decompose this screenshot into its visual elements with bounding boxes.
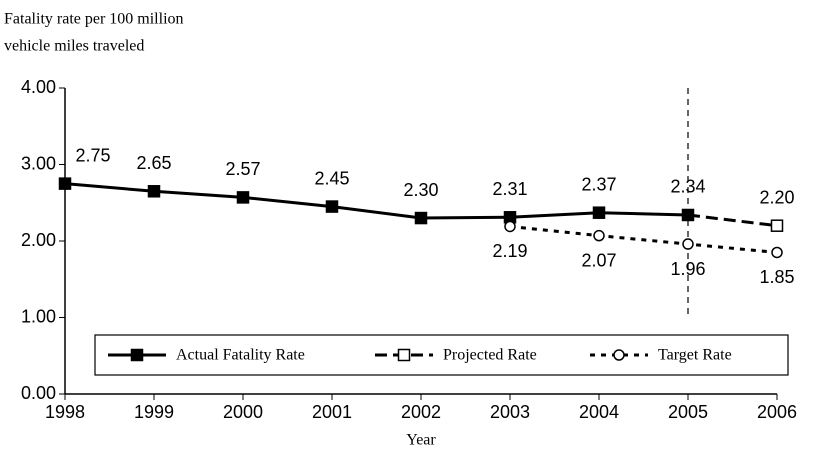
x-axis-label: Year (406, 432, 436, 449)
data-point (58, 177, 72, 190)
data-label: 2.45 (314, 168, 349, 188)
y-axis-label: vehicle miles traveled (4, 38, 144, 55)
y-axis-label: Fatality rate per 100 million (4, 11, 184, 28)
data-point (414, 211, 428, 225)
data-label: 2.37 (581, 174, 616, 194)
x-tick-label: 2005 (668, 402, 708, 422)
data-label: 2.75 (75, 145, 110, 165)
legend-marker (130, 348, 144, 362)
x-tick-label: 2003 (490, 402, 530, 422)
y-tick-label: 2.00 (21, 230, 56, 250)
data-label: 2.65 (136, 153, 171, 173)
legend-label: Projected Rate (443, 347, 537, 364)
legend-marker (397, 348, 411, 362)
x-tick-label: 1999 (134, 402, 174, 422)
data-label: 2.31 (492, 179, 527, 199)
x-tick-label: 2006 (757, 402, 797, 422)
x-tick-label: 2004 (579, 402, 619, 422)
x-tick-label: 2000 (223, 402, 263, 422)
legend-marker (613, 349, 625, 361)
data-point (147, 185, 161, 198)
data-point (770, 219, 784, 232)
series-line (64, 182, 689, 220)
x-tick-label: 2002 (401, 402, 441, 422)
y-tick-label: 1.00 (21, 306, 56, 326)
x-tick-label: 1998 (45, 402, 85, 422)
legend-box (94, 334, 789, 376)
data-point (771, 246, 783, 259)
data-point (592, 206, 606, 219)
data-label: 2.57 (225, 159, 260, 179)
data-label: 2.19 (492, 241, 527, 261)
data-label: 2.07 (581, 250, 616, 270)
y-tick-label: 3.00 (21, 153, 56, 173)
x-tick-label: 2001 (312, 402, 352, 422)
legend-label: Target Rate (658, 347, 732, 364)
data-label: 2.34 (670, 177, 705, 197)
y-tick-label: 0.00 (21, 383, 56, 403)
data-point (504, 220, 516, 233)
data-label: 1.96 (670, 259, 705, 279)
data-point (593, 229, 605, 242)
series-line (509, 224, 778, 254)
data-point (682, 238, 694, 250)
legend-label: Actual Fatality Rate (176, 347, 305, 364)
data-label: 1.85 (759, 267, 794, 287)
data-label: 2.20 (759, 187, 794, 207)
data-point (325, 200, 339, 213)
data-label: 2.30 (403, 180, 438, 200)
series-connector (687, 213, 778, 228)
data-point (236, 191, 250, 204)
y-tick-label: 4.00 (21, 77, 56, 97)
